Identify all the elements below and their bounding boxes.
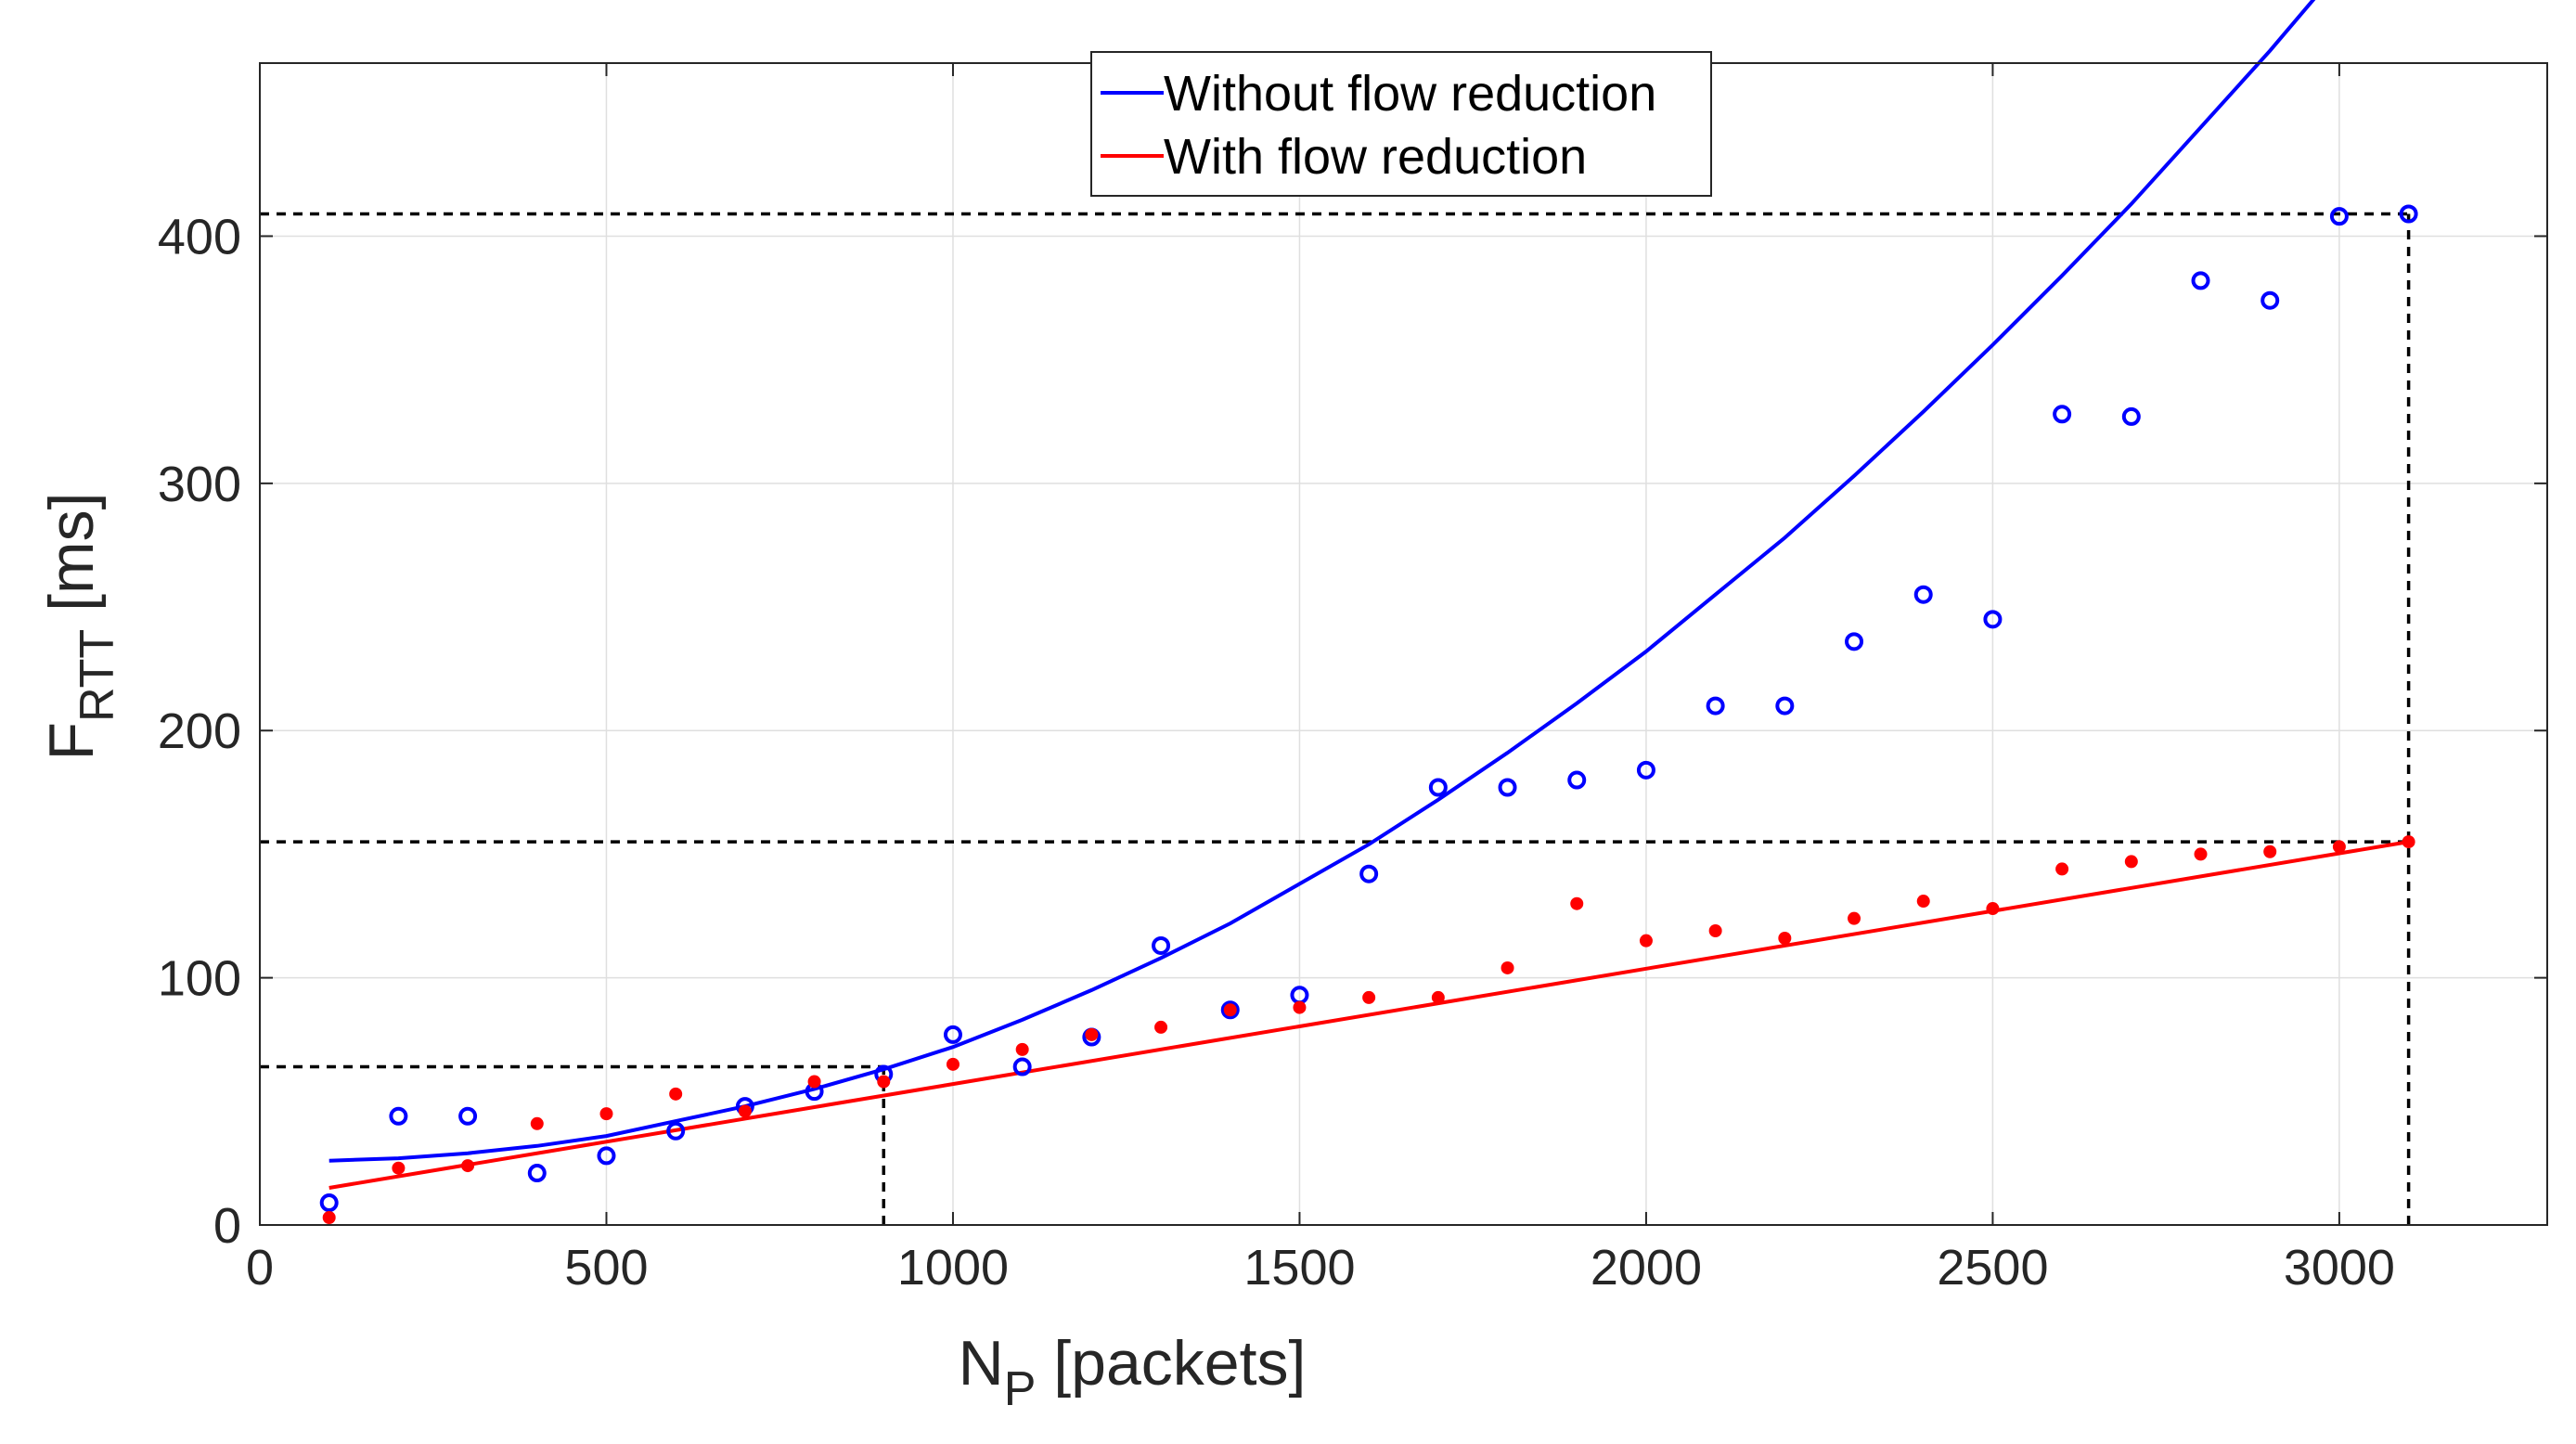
data-point-without-flow-reduction xyxy=(1983,610,2003,629)
data-point-without-flow-reduction xyxy=(1913,585,1933,604)
data-point-with-flow-reduction xyxy=(1362,990,1376,1004)
data-point-with-flow-reduction xyxy=(2332,840,2346,854)
x-tick-label: 1000 xyxy=(897,1240,1009,1296)
fit-line-with-flow-reduction xyxy=(328,840,2409,1190)
data-point-with-flow-reduction xyxy=(1986,902,2000,916)
legend-label-with-flow-reduction: With flow reduction xyxy=(1164,129,1587,185)
data-point-without-flow-reduction xyxy=(2121,406,2141,426)
legend-box xyxy=(1090,51,1712,197)
y-tick-label: 300 xyxy=(158,457,241,512)
data-point-with-flow-reduction xyxy=(599,1107,613,1121)
x-axis-label-sub: P xyxy=(1004,1362,1037,1416)
y-tick-label: 400 xyxy=(158,209,241,264)
x-tick-label: 2500 xyxy=(1937,1240,2048,1296)
fit-curves xyxy=(328,0,2409,1190)
data-point-without-flow-reduction xyxy=(389,1106,408,1126)
y-tick-label: 100 xyxy=(158,951,241,1007)
data-point-with-flow-reduction xyxy=(1223,1003,1237,1017)
data-point-with-flow-reduction xyxy=(669,1087,683,1101)
data-point-without-flow-reduction xyxy=(1152,935,1171,955)
data-point-with-flow-reduction xyxy=(1916,895,1930,909)
x-axis-label-rest: [packets] xyxy=(1036,1328,1306,1399)
data-point-without-flow-reduction xyxy=(1359,864,1379,883)
data-point-without-flow-reduction xyxy=(2191,271,2210,290)
data-point-without-flow-reduction xyxy=(597,1146,616,1166)
x-axis-label-main: N xyxy=(959,1328,1004,1399)
data-point-with-flow-reduction xyxy=(1848,911,1861,925)
x-tick-label: 1500 xyxy=(1243,1240,1355,1296)
grid xyxy=(259,63,2547,1226)
x-tick-label: 3000 xyxy=(2284,1240,2395,1296)
y-axis-label: FRTT [ms] xyxy=(36,492,124,760)
data-point-without-flow-reduction xyxy=(1012,1057,1032,1077)
data-point-without-flow-reduction xyxy=(2399,204,2418,224)
data-point-with-flow-reduction xyxy=(946,1057,960,1071)
data-point-without-flow-reduction xyxy=(2260,290,2280,310)
x-tick-label: 2000 xyxy=(1591,1240,1702,1296)
data-point-without-flow-reduction xyxy=(319,1193,339,1213)
data-point-with-flow-reduction xyxy=(1154,1020,1168,1034)
y-axis-label-rest: [ms] xyxy=(36,492,107,628)
x-tick-label: 0 xyxy=(246,1240,274,1296)
reference-lines xyxy=(260,212,2411,1225)
data-point-without-flow-reduction xyxy=(1220,1000,1240,1020)
data-point-with-flow-reduction xyxy=(1778,931,1792,945)
data-point-with-flow-reduction xyxy=(2124,855,2138,869)
legend-label-without-flow-reduction: Without flow reduction xyxy=(1164,66,1656,122)
y-tick-label: 200 xyxy=(158,703,241,759)
y-axis-label-main: F xyxy=(36,722,107,761)
y-axis-label-sub: RTT xyxy=(71,629,124,722)
data-point-with-flow-reduction xyxy=(1501,961,1514,974)
data-point-without-flow-reduction xyxy=(2329,207,2349,226)
data-point-with-flow-reduction xyxy=(1570,896,1584,910)
data-point-with-flow-reduction xyxy=(392,1161,406,1175)
legend: Without flow reduction With flow reducti… xyxy=(1090,51,1712,197)
data-points xyxy=(319,204,2418,1225)
data-point-without-flow-reduction xyxy=(527,1164,547,1183)
data-point-with-flow-reduction xyxy=(1708,924,1722,938)
data-point-without-flow-reduction xyxy=(1567,770,1587,790)
data-point-with-flow-reduction xyxy=(1015,1042,1029,1056)
x-axis-label: NP [packets] xyxy=(959,1328,1307,1416)
data-point-with-flow-reduction xyxy=(738,1104,752,1118)
data-point-without-flow-reduction xyxy=(666,1121,686,1141)
axis-ticks: 0 500 1000 1500 2000 2500 3000 0 100 200 300 400 xyxy=(158,63,2547,1296)
data-point-without-flow-reduction xyxy=(458,1106,478,1126)
data-point-with-flow-reduction xyxy=(461,1159,475,1173)
data-point-with-flow-reduction xyxy=(877,1075,891,1089)
data-point-without-flow-reduction xyxy=(1428,778,1448,797)
data-point-without-flow-reduction xyxy=(1775,696,1795,716)
x-tick-label: 500 xyxy=(564,1240,648,1296)
y-tick-label: 0 xyxy=(213,1198,241,1254)
data-point-with-flow-reduction xyxy=(2055,862,2069,876)
data-point-without-flow-reduction xyxy=(1845,632,1864,651)
data-point-with-flow-reduction xyxy=(1293,1000,1307,1014)
data-point-with-flow-reduction xyxy=(1431,990,1445,1004)
data-point-with-flow-reduction xyxy=(2194,847,2208,861)
fit-line-without-flow-reduction xyxy=(328,0,2316,1163)
data-point-without-flow-reduction xyxy=(1706,696,1725,716)
data-point-with-flow-reduction xyxy=(322,1211,336,1225)
data-point-with-flow-reduction xyxy=(1639,934,1653,948)
data-point-without-flow-reduction xyxy=(2053,405,2072,424)
data-point-with-flow-reduction xyxy=(1085,1027,1099,1041)
data-point-with-flow-reduction xyxy=(530,1116,544,1130)
data-point-with-flow-reduction xyxy=(807,1075,821,1089)
data-point-without-flow-reduction xyxy=(1636,760,1655,780)
data-point-with-flow-reduction xyxy=(2263,844,2277,858)
data-point-without-flow-reduction xyxy=(1498,778,1517,797)
data-point-with-flow-reduction xyxy=(2402,835,2415,849)
data-point-without-flow-reduction xyxy=(943,1025,962,1044)
